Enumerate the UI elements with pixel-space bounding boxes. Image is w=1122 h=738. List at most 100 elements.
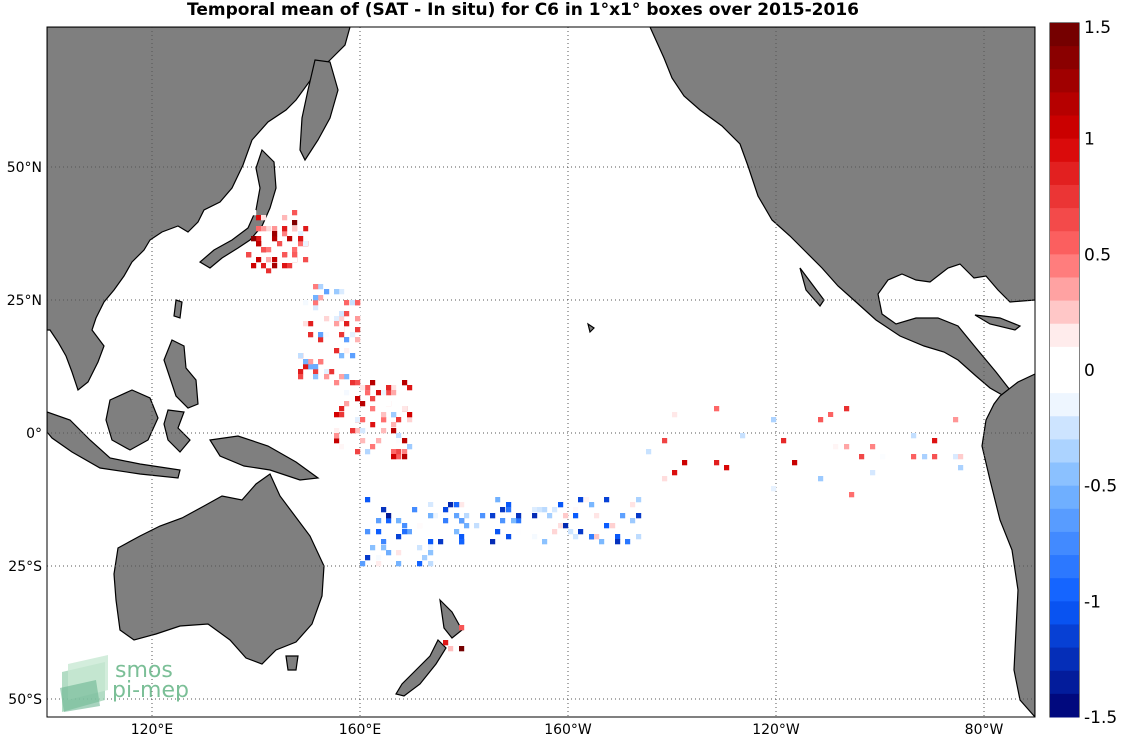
data-cell (516, 513, 522, 519)
data-cell (339, 316, 345, 322)
data-cell (391, 390, 397, 396)
asia-landmass (47, 27, 351, 392)
data-cell (625, 507, 631, 513)
sulawesi (163, 409, 191, 453)
lon-tick-label: 160°W (544, 722, 592, 738)
japan (198, 148, 277, 269)
data-cell (781, 438, 787, 444)
colorbar-tick-label: 0 (1084, 361, 1095, 381)
data-cell (261, 226, 267, 232)
data-cell (355, 374, 361, 380)
data-cell (261, 215, 267, 221)
data-cell (537, 507, 543, 513)
data-cell (381, 539, 387, 545)
data-cell (303, 300, 309, 306)
colorbar-band (1050, 601, 1079, 625)
data-cell (334, 380, 340, 386)
data-cell (334, 321, 340, 327)
data-cell (552, 529, 558, 535)
data-cell (298, 374, 304, 380)
philippines (163, 339, 199, 409)
colorbar-band (1050, 416, 1079, 440)
data-cell (318, 284, 324, 290)
data-cell (324, 289, 330, 295)
data-cell (407, 385, 413, 391)
lon-tick-label: 120°W (752, 722, 800, 738)
data-cell (495, 529, 501, 535)
data-cell (714, 406, 720, 412)
data-cell (859, 454, 865, 460)
lon-tick-label: 120°E (131, 722, 174, 738)
data-cell (604, 497, 610, 503)
map-area (47, 27, 1035, 717)
data-cell (402, 380, 408, 386)
data-cell (365, 390, 371, 396)
data-cell (370, 545, 376, 551)
page-title: Temporal mean of (SAT - In situ) for C6 … (187, 0, 859, 20)
data-cell (402, 523, 408, 529)
data-cell (360, 428, 366, 434)
data-cell (402, 529, 408, 535)
data-cell (599, 539, 605, 545)
colorbar-tick-label: 1.5 (1084, 18, 1111, 38)
data-cell (849, 492, 855, 498)
data-cell (422, 555, 428, 561)
data-cell (610, 523, 616, 529)
data-cell (402, 454, 408, 460)
data-cell (833, 444, 839, 450)
data-cell (355, 380, 361, 386)
data-cell (292, 226, 298, 232)
data-cell (360, 561, 366, 567)
data-cell (407, 390, 413, 396)
colorbar-band (1050, 277, 1079, 302)
data-cell (272, 263, 278, 269)
data-cell (464, 523, 470, 529)
data-cell (402, 449, 408, 455)
data-cell (272, 231, 278, 237)
colorbar-band (1050, 346, 1079, 371)
data-cell (266, 226, 272, 232)
data-cell (339, 412, 345, 418)
colorbar-tick-label: -1.5 (1084, 708, 1117, 728)
data-cell (339, 374, 345, 380)
data-cell (303, 226, 309, 232)
data-cell (500, 518, 506, 524)
data-cell (329, 369, 335, 375)
colorbar-bands (1050, 23, 1079, 718)
colorbar-band (1050, 69, 1079, 93)
data-cell (407, 444, 413, 450)
data-cell (958, 465, 964, 471)
data-cell (313, 305, 319, 311)
data-cell (344, 348, 350, 354)
data-cell (433, 513, 439, 519)
data-cell (370, 380, 376, 386)
data-cell (298, 369, 304, 375)
data-cell (344, 337, 350, 343)
data-cell (584, 497, 590, 503)
data-cell (381, 417, 387, 423)
data-cell (365, 529, 371, 535)
colorbar-band (1050, 393, 1079, 417)
data-cell (318, 337, 324, 343)
data-cell (407, 529, 413, 535)
data-cell (428, 550, 434, 556)
data-cell (360, 417, 366, 423)
kamchatka (299, 59, 339, 162)
data-cell (355, 449, 361, 455)
south-america (981, 373, 1035, 717)
data-cell (396, 438, 402, 444)
new-zealand-north (439, 598, 463, 639)
colorbar-band (1050, 370, 1079, 394)
data-cell (350, 417, 356, 423)
data-cell (365, 449, 371, 455)
data-cell (376, 529, 382, 535)
data-cell (365, 422, 371, 428)
data-cell (506, 534, 512, 540)
data-cell (391, 412, 397, 418)
data-cell (376, 438, 382, 444)
data-cell (313, 284, 319, 290)
data-cell (282, 231, 288, 237)
data-cell (344, 374, 350, 380)
taiwan (173, 299, 183, 319)
data-cell (547, 513, 553, 519)
